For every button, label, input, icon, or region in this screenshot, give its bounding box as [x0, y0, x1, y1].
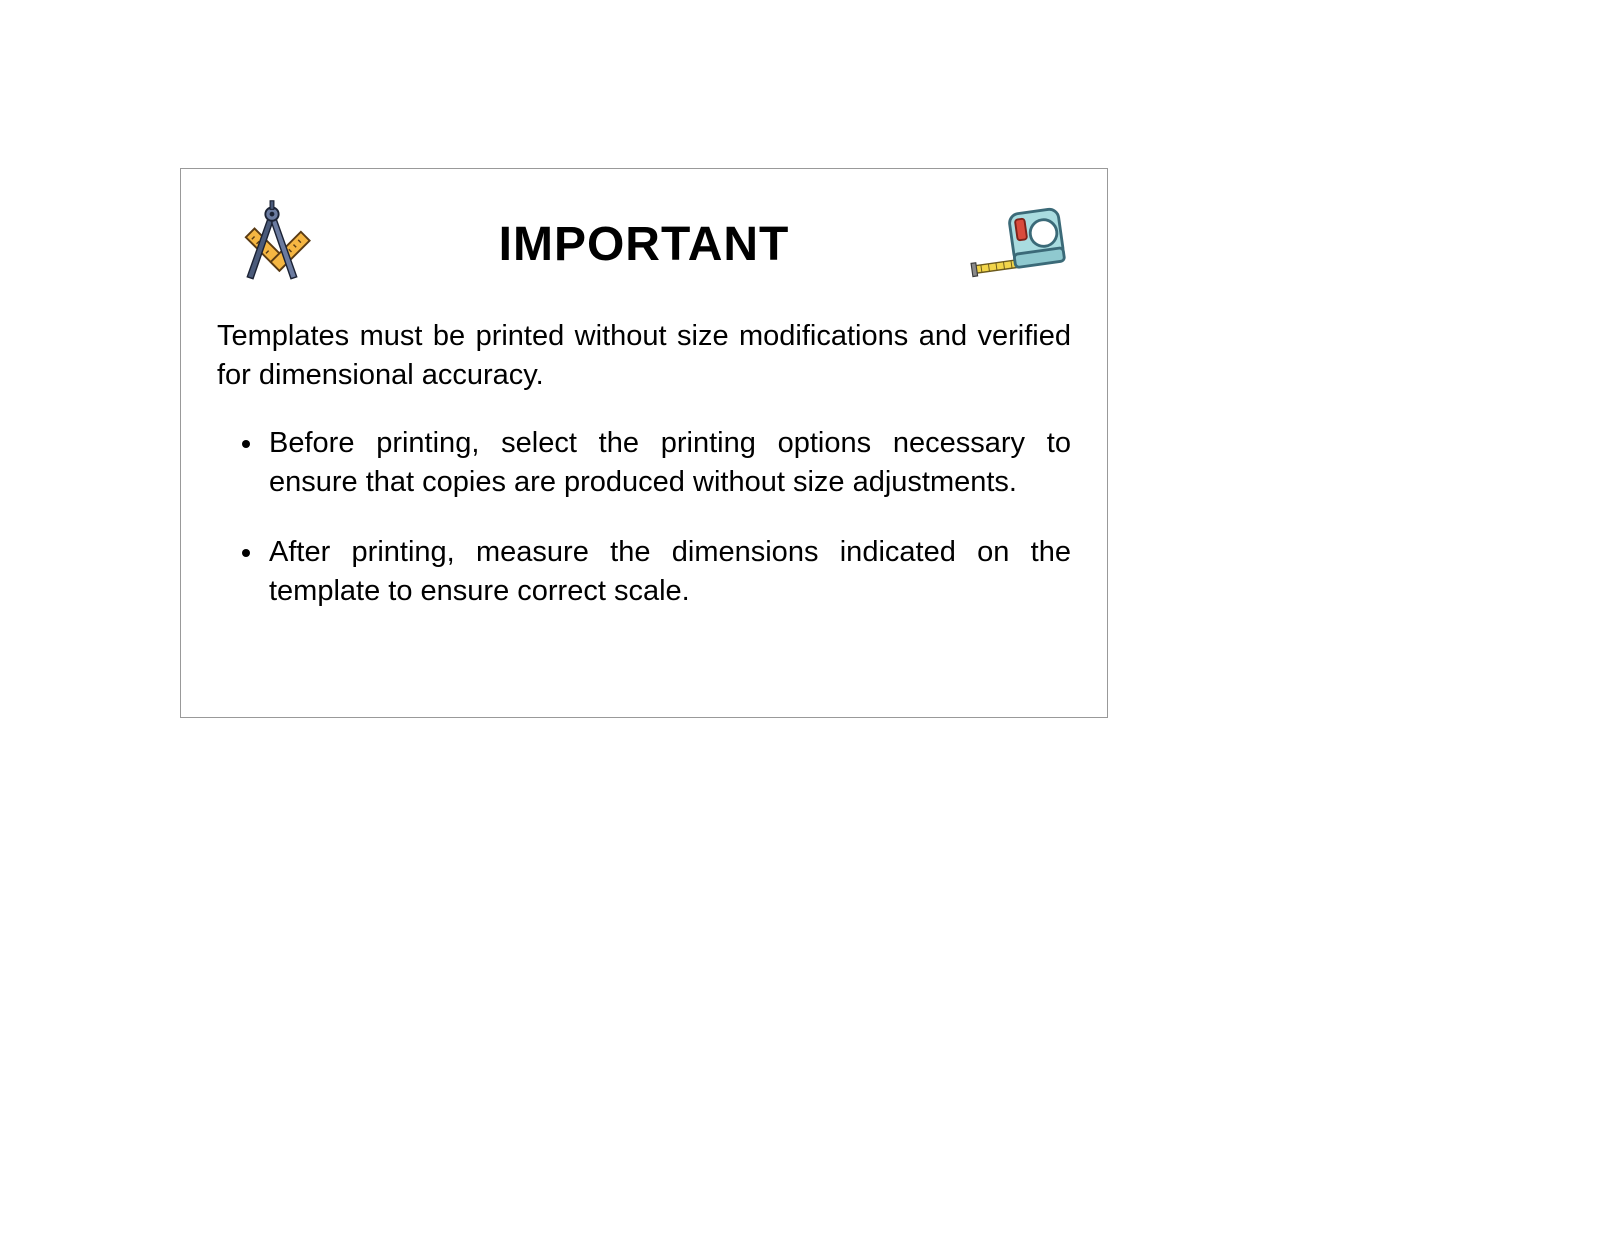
notice-bullet-list: Before printing, select the printing opt… — [217, 424, 1071, 611]
list-item: After printing, measure the dimensions i… — [265, 533, 1071, 611]
list-item: Before printing, select the printing opt… — [265, 424, 1071, 502]
notice-title: IMPORTANT — [327, 217, 961, 272]
important-notice-box: IMPORTANT — [180, 168, 1108, 718]
tape-measure-icon — [961, 194, 1071, 294]
notice-header-row: IMPORTANT — [217, 189, 1071, 299]
notice-intro-text: Templates must be printed without size m… — [217, 317, 1071, 395]
document-page: IMPORTANT — [0, 0, 1600, 1237]
square-and-compass-icon — [217, 194, 327, 294]
